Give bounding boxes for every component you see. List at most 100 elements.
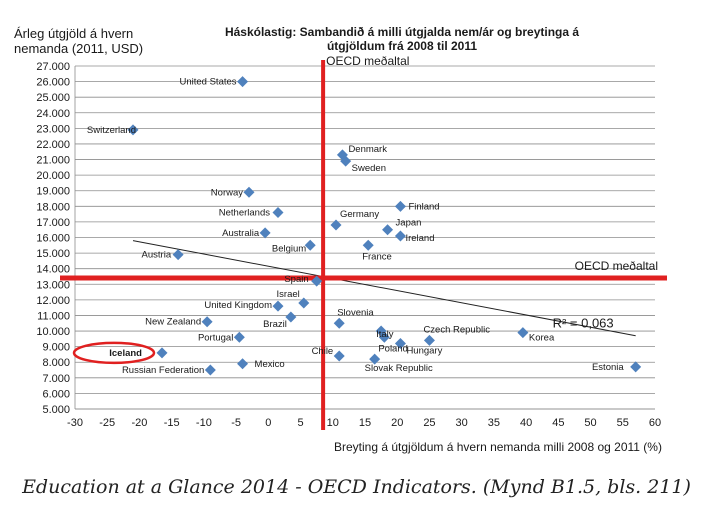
- x-tick-label: -20: [131, 417, 147, 429]
- y-tick-label: 10.000: [36, 326, 70, 338]
- y-tick-label: 5.000: [42, 404, 70, 416]
- point-marker: [304, 239, 316, 251]
- point-marker: [517, 327, 529, 339]
- point-marker: [233, 331, 245, 343]
- y-tick-label: 26.000: [36, 77, 70, 89]
- x-axis-label: Breyting á útgjöldum á hvern nemanda mil…: [334, 440, 662, 454]
- x-tick-label: 20: [391, 417, 403, 429]
- y-tick-label: 8.000: [42, 357, 70, 369]
- x-tick-labels: -30 -25 -20 -15 -10 -5 0 5 10 15 20 25 30 35 40 45 50 55 6…: [67, 417, 661, 429]
- y-tick-label: 21.000: [36, 155, 70, 167]
- point-label: Netherlands: [219, 208, 270, 219]
- point-marker: [340, 155, 352, 167]
- point-marker: [394, 230, 406, 242]
- point-label: Chile: [312, 346, 334, 357]
- point-label: Denmark: [348, 144, 387, 155]
- y-tick-label: 18.000: [36, 201, 70, 213]
- x-tick-label: 35: [488, 417, 500, 429]
- x-tick-label: 40: [520, 417, 532, 429]
- trendline-group: R² = 0,063: [132, 240, 636, 337]
- r-squared-label: R² = 0,063: [553, 316, 614, 331]
- point-label: Austria: [142, 250, 172, 261]
- point-label: United Kingdom: [204, 300, 272, 311]
- point-marker: [201, 316, 213, 328]
- point-label: Ireland: [405, 233, 434, 244]
- point-marker: [243, 186, 255, 198]
- y-tick-label: 25.000: [36, 92, 70, 104]
- point-marker: [333, 350, 345, 362]
- point-label: Spain: [284, 274, 308, 285]
- point-marker: [204, 364, 216, 376]
- point-marker: [630, 361, 642, 373]
- point-label: Switzerland: [87, 125, 136, 136]
- oecd-average-vertical-label: OECD meðaltal: [326, 54, 409, 68]
- point-label: Korea: [529, 333, 555, 344]
- y-tick-label: 6.000: [42, 388, 70, 400]
- chart-title-line1: Háskólastig: Sambandið á milli útgjalda …: [225, 25, 579, 39]
- x-tick-label: -5: [231, 417, 241, 429]
- point-label: Brazil: [263, 319, 287, 330]
- point-label: Norway: [211, 187, 243, 198]
- point-marker: [333, 317, 345, 329]
- point-label: Belgium: [272, 243, 306, 254]
- point-marker: [237, 76, 249, 88]
- point-label: Israel: [277, 289, 300, 300]
- point-marker: [394, 338, 406, 350]
- x-tick-label: 45: [552, 417, 564, 429]
- x-tick-label: -10: [196, 417, 212, 429]
- point-label: United States: [180, 77, 237, 88]
- y-tick-label: 23.000: [36, 123, 70, 135]
- point-marker: [423, 334, 435, 346]
- oecd-average-horizontal-label: OECD meðaltal: [575, 259, 658, 273]
- point-marker: [369, 353, 381, 365]
- point-marker: [285, 311, 297, 323]
- y-axis-label-line2: nemanda (2011, USD): [14, 41, 143, 56]
- point-label: Germany: [340, 209, 379, 220]
- y-tick-label: 7.000: [42, 373, 70, 385]
- point-marker: [272, 207, 284, 219]
- chart-title-line2: útgjöldum frá 2008 til 2011: [327, 39, 477, 53]
- point-marker: [172, 249, 184, 261]
- point-label: Australia: [222, 228, 260, 239]
- point-label: Finland: [408, 201, 439, 212]
- iceland-highlight-ellipse: [72, 341, 156, 365]
- x-tick-label: 60: [649, 417, 661, 429]
- point-label: Iceland: [109, 348, 142, 359]
- reference-lines: OECD meðaltal OECD meðaltal: [60, 54, 667, 430]
- point-marker: [237, 358, 249, 370]
- y-tick-label: 16.000: [36, 233, 70, 245]
- y-tick-label: 24.000: [36, 108, 70, 120]
- point-label: Mexico: [255, 359, 285, 370]
- point-marker: [272, 300, 284, 312]
- y-tick-labels: 5.000 6.000 7.000 8.000 9.000 10.000 11.000 12.…: [36, 61, 70, 416]
- x-tick-label: 25: [423, 417, 435, 429]
- point-label: France: [362, 251, 392, 262]
- point-label: New Zealand: [145, 317, 201, 328]
- y-tick-label: 22.000: [36, 139, 70, 151]
- point-label: Italy: [376, 329, 394, 340]
- point-marker: [378, 331, 390, 343]
- point-label: Hungary: [406, 346, 442, 357]
- y-tick-label: 17.000: [36, 217, 70, 229]
- point-label: Slovenia: [337, 307, 374, 318]
- grid-lines: [74, 65, 655, 410]
- point-label: Portugal: [198, 332, 233, 343]
- y-axis-label-line1: Árleg útgjöld á hvern: [14, 26, 133, 41]
- y-tick-label: 19.000: [36, 186, 70, 198]
- point-marker: [127, 124, 139, 136]
- y-tick-label: 15.000: [36, 248, 70, 260]
- x-tick-label: 15: [359, 417, 371, 429]
- point-label: Japan: [396, 218, 422, 229]
- y-tick-label: 11.000: [37, 310, 70, 322]
- point-labels: United States Switzerland Denmark Sweden Nor…: [72, 77, 624, 376]
- point-label: Russian Federation: [122, 365, 204, 376]
- point-label: Estonia: [592, 362, 624, 373]
- point-marker: [394, 200, 406, 212]
- point-label: Sweden: [352, 163, 386, 174]
- point-marker: [362, 239, 374, 251]
- point-label: Slovak Republic: [365, 363, 433, 374]
- x-tick-label: -30: [67, 417, 83, 429]
- x-tick-label: 50: [584, 417, 596, 429]
- point-label: Czech Republic: [423, 324, 490, 335]
- y-tick-label: 9.000: [42, 342, 70, 354]
